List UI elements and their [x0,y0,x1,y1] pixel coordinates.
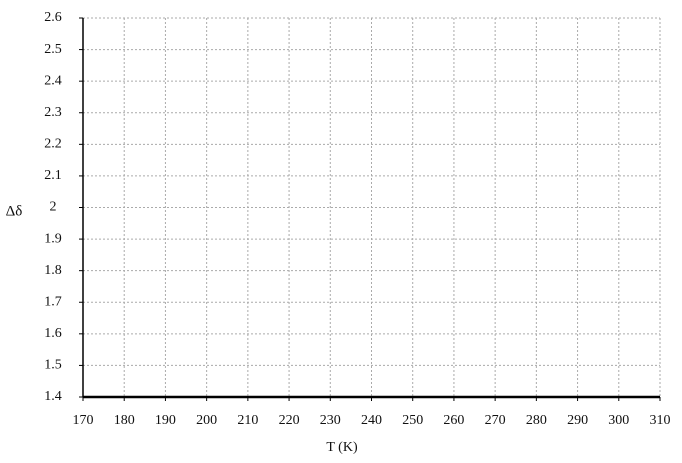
y-tick-label: 2 [50,200,57,215]
x-tick-label: 240 [361,413,382,428]
y-tick-label: 1.7 [44,294,62,309]
x-tick-label: 170 [73,413,94,428]
x-tick-label: 190 [155,413,176,428]
x-tick-label: 200 [196,413,217,428]
y-tick-label: 2.2 [44,137,62,152]
y-tick-label: 2.4 [44,73,62,88]
x-tick-label: 260 [443,413,464,428]
x-tick-label: 220 [279,413,300,428]
y-tick-label: 1.5 [44,358,62,373]
x-tick-label: 280 [526,413,547,428]
x-tick-label: 230 [320,413,341,428]
y-tick-label: 2.6 [44,10,62,25]
y-tick-label: 2.5 [44,42,62,57]
x-tick-label: 290 [567,413,588,428]
y-tick-label: 1.6 [44,326,62,341]
y-axis-label: Δδ [6,203,23,219]
x-tick-label: 270 [485,413,506,428]
y-tick-label: 2.1 [44,168,62,183]
y-tick-label: 1.4 [44,389,62,404]
x-tick-label: 300 [608,413,629,428]
x-tick-label: 180 [114,413,135,428]
y-tick-label: 2.3 [44,105,62,120]
y-tick-label: 1.8 [44,263,62,278]
x-tick-label: 210 [237,413,258,428]
x-axis-label: T (K) [326,440,358,455]
y-tick-label: 1.9 [44,231,62,246]
x-tick-label: 310 [650,413,671,428]
x-tick-label: 250 [402,413,423,428]
